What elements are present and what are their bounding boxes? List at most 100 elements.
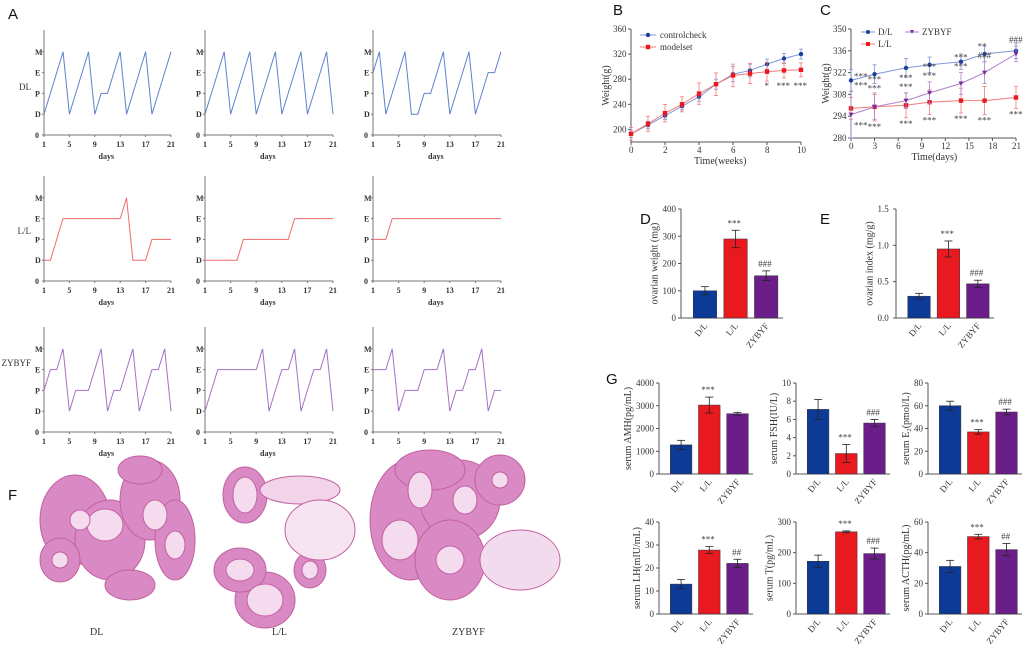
- significance-mark: ***: [838, 432, 852, 442]
- significance-mark: ***: [794, 81, 808, 91]
- bar-D/L: [939, 566, 962, 615]
- x-tick-label: ZYBYF: [984, 477, 1011, 506]
- significance-mark: ***: [868, 74, 882, 84]
- x-tick-label: 0: [629, 145, 634, 155]
- y-tick-label: 20: [914, 446, 924, 456]
- y-tick-label: 0: [787, 469, 792, 479]
- y-tick-label: D: [35, 256, 41, 265]
- bar-ZYBYF: [995, 549, 1018, 615]
- y-tick-label: 2000: [636, 424, 655, 434]
- histology-zybyf: [452, 485, 478, 515]
- x-tick-label: 1: [42, 437, 46, 446]
- bar-L/L: [698, 549, 721, 615]
- y-tick-label: D: [35, 110, 41, 119]
- significance-mark: ***: [838, 519, 852, 529]
- significance-mark: *: [765, 81, 770, 91]
- x-tick-label: 9: [93, 140, 97, 149]
- x-tick-label: 8: [765, 145, 770, 155]
- estrous-cycle-line: [373, 218, 501, 240]
- y-tick-label: 280: [613, 74, 627, 84]
- y-axis-label: Weight(g): [821, 63, 832, 103]
- legend-label: controlcheck: [660, 30, 707, 40]
- bar-D/L: [939, 405, 962, 475]
- histology-ll: [246, 583, 284, 617]
- data-point: [927, 90, 933, 96]
- x-tick-label: 5: [67, 286, 71, 295]
- x-tick-label: 9: [422, 140, 426, 149]
- y-tick-label: P: [35, 386, 40, 395]
- x-tick-label: 6: [731, 145, 736, 155]
- data-point: [1013, 51, 1019, 57]
- data-point: [872, 71, 877, 77]
- x-tick-label: 9: [422, 286, 426, 295]
- y-tick-label: 300: [663, 231, 677, 241]
- significance-mark: ***: [854, 71, 868, 81]
- panel-label-A: A: [8, 6, 18, 23]
- histology-label: L/L: [272, 627, 287, 638]
- y-tick-label: 0: [364, 131, 368, 140]
- y-tick-label: 60: [914, 401, 924, 411]
- y-tick-label: 322: [833, 68, 847, 78]
- panel-label-D: D: [640, 211, 651, 228]
- bar-ZYBYF: [754, 275, 779, 319]
- y-tick-label: P: [196, 89, 201, 98]
- significance-mark: ***: [978, 116, 992, 126]
- significance-mark: ***: [854, 120, 868, 130]
- y-tick-label: 0: [650, 609, 655, 619]
- y-axis-label: Weight(g): [601, 65, 612, 105]
- y-tick-label: M: [364, 345, 372, 354]
- x-tick-label: 13: [278, 140, 286, 149]
- panel-label-B: B: [613, 2, 623, 19]
- x-tick-label: 3: [873, 141, 878, 151]
- bar-L/L: [723, 238, 748, 319]
- y-tick-label: M: [35, 345, 43, 354]
- y-tick-label: 40: [914, 548, 924, 558]
- x-tick-label: 15: [965, 141, 975, 151]
- x-tick-label: D/L: [669, 617, 686, 635]
- x-tick-label: ZYBYF: [852, 477, 879, 506]
- y-tick-label: 4: [787, 433, 792, 443]
- estrous-cycle-line: [44, 197, 171, 261]
- x-tick-label: ZYBYF: [956, 321, 983, 350]
- y-tick-label: 300: [778, 517, 792, 527]
- x-tick-label: 21: [167, 437, 175, 446]
- y-tick-label: 0: [196, 131, 200, 140]
- x-tick-label: D/L: [693, 321, 710, 339]
- significance-mark: ##: [1001, 531, 1011, 541]
- y-tick-label: E: [364, 366, 369, 375]
- data-point: [982, 70, 988, 76]
- y-tick-label: M: [196, 194, 204, 203]
- significance-mark: ***: [923, 62, 937, 72]
- y-tick-label: 0: [35, 277, 39, 286]
- y-tick-label: M: [35, 194, 43, 203]
- data-point: [730, 73, 736, 78]
- y-tick-label: 294: [833, 111, 847, 121]
- x-tick-label: 5: [229, 286, 233, 295]
- y-tick-label: 0: [35, 131, 39, 140]
- data-point: [848, 78, 854, 83]
- x-tick-label: 17: [471, 140, 479, 149]
- y-tick-label: P: [364, 89, 369, 98]
- y-tick-label: D: [196, 110, 202, 119]
- x-tick-label: L/L: [697, 477, 713, 494]
- panel-label-E: E: [820, 211, 830, 228]
- legend-label: ZYBYF: [922, 27, 952, 37]
- x-tick-label: 17: [471, 437, 479, 446]
- y-tick-label: 6: [787, 414, 792, 424]
- data-point: [713, 82, 719, 87]
- x-axis-label: Time(weeks): [694, 156, 746, 167]
- y-tick-label: 0: [919, 609, 924, 619]
- x-tick-label: 12: [941, 141, 950, 151]
- x-tick-label: 9: [920, 141, 925, 151]
- data-point: [927, 62, 932, 68]
- x-tick-label: ZYBYF: [984, 617, 1011, 646]
- y-axis-label: serum LH(mIU/mL): [632, 527, 643, 609]
- y-tick-label: E: [35, 366, 40, 375]
- legend-marker: [866, 42, 870, 46]
- x-tick-label: 1: [203, 437, 207, 446]
- x-tick-label: 13: [446, 286, 454, 295]
- bar-D/L: [807, 561, 830, 615]
- histology-dl: [51, 551, 69, 569]
- row-label: L/L: [18, 226, 32, 236]
- x-tick-label: 5: [397, 140, 401, 149]
